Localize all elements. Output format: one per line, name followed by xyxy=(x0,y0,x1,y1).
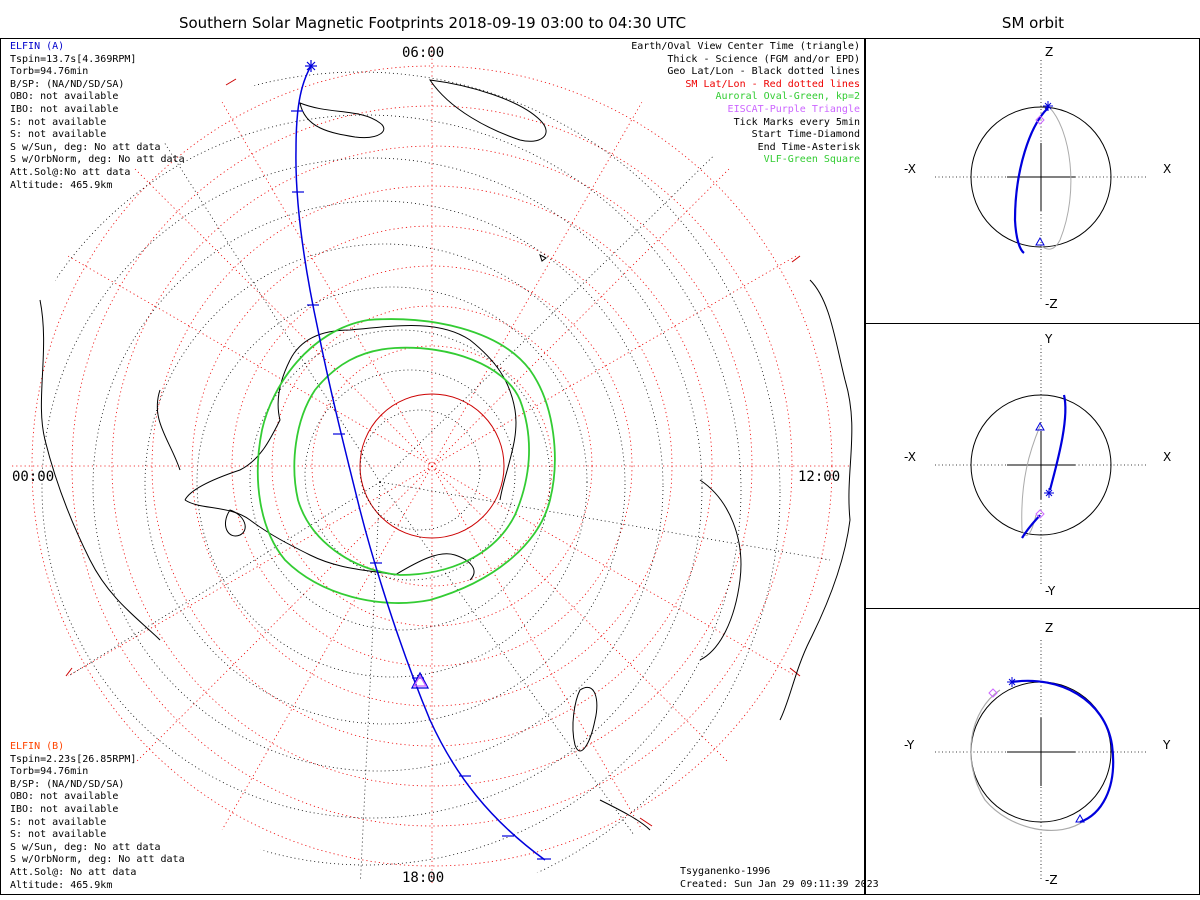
elfin-b-line: Altitude: 465.9km xyxy=(10,879,113,891)
created-timestamp: Created: Sun Jan 29 09:11:39 2023 xyxy=(680,878,879,890)
sm-tick-marks xyxy=(65,78,801,827)
elfin-a-line: Torb=94.76min xyxy=(10,66,89,78)
legend-item: Tick Marks every 5min xyxy=(733,116,860,128)
legend-item: Start Time-Diamond xyxy=(751,129,860,141)
legend-item: Earth/Oval View Center Time (triangle) xyxy=(631,41,860,52)
panel-1-top-label: Z xyxy=(1045,45,1054,59)
sm-grid xyxy=(12,46,852,886)
hour-label-00: 00:00 xyxy=(12,469,55,485)
coastlines xyxy=(39,79,853,831)
elfin-a-line: B/SP: (NA/ND/SD/SA) xyxy=(10,78,125,90)
elfin-a-tick-marks xyxy=(291,110,514,837)
elfin-b-line: IBO: not available xyxy=(10,803,119,815)
elfin-a-line: S: not available xyxy=(10,129,107,141)
panel-2-bottom-label: -Y xyxy=(1045,584,1056,598)
legend-item: Geo Lat/Lon - Black dotted lines xyxy=(667,66,860,78)
elfin-b-line: Torb=94.76min xyxy=(10,766,89,778)
panel-3-top-label: Z xyxy=(1045,621,1054,635)
panel-2-top-label: Y xyxy=(1045,332,1053,346)
panel-2-right-label: X xyxy=(1163,450,1172,464)
legend: Earth/Oval View Center Time (triangle) T… xyxy=(631,41,860,167)
legend-item: Thick - Science (FGM and/or EPD) xyxy=(667,53,860,65)
elfin-a-line: S w/Sun, deg: No att data xyxy=(10,141,161,153)
elfin-b-line: OBO: not available xyxy=(10,791,119,803)
orbit-title: SM orbit xyxy=(1001,14,1065,32)
model-name: Tsyganenko-1996 xyxy=(680,866,771,877)
legend-item: Auroral Oval-Green, kp=2 xyxy=(715,91,861,103)
orbit-panel-1 xyxy=(935,60,1147,300)
legend-item: SM Lat/Lon - Red dotted lines xyxy=(685,78,860,90)
elfin-a-info: ELFIN (A) Tspin=13.7s[4.369RPM] Torb=94.… xyxy=(10,41,185,192)
auroral-oval-inner xyxy=(293,346,530,576)
elfin-a-line: Altitude: 465.9km xyxy=(10,179,113,191)
elfin-a-name: ELFIN (A) xyxy=(10,41,65,52)
elfin-a-line: S w/OrbNorm, deg: No att data xyxy=(10,154,185,166)
elfin-b-line: Att.Sol@: No att data xyxy=(10,866,137,878)
auroral-oval-outer xyxy=(256,318,556,604)
elfin-b-line: B/SP: (NA/ND/SD/SA) xyxy=(10,778,125,790)
legend-item: End Time-Asterisk xyxy=(757,141,860,153)
map-frame xyxy=(0,38,865,895)
panel-3-right-label: Y xyxy=(1163,738,1171,752)
elfin-b-line: S: not available xyxy=(10,829,107,841)
figure-title: Southern Solar Magnetic Footprints 2018-… xyxy=(178,14,687,32)
hour-label-06: 06:00 xyxy=(402,45,445,61)
elfin-a-end-asterisk xyxy=(305,60,317,72)
orbit-panel-2 xyxy=(935,345,1147,585)
elfin-a-line: S: not available xyxy=(10,116,107,128)
panel-3-left-label: -Y xyxy=(904,738,915,752)
model-credit: Tsyganenko-1996 Created: Sun Jan 29 09:1… xyxy=(680,866,879,891)
elfin-a-track xyxy=(291,60,551,861)
elfin-b-line: S w/Sun, deg: No att data xyxy=(10,841,161,853)
legend-item: EISCAT-Purple Triangle xyxy=(727,103,860,115)
panel-3-bottom-label: -Z xyxy=(1045,873,1058,887)
elfin-a-line: Tspin=13.7s[4.369RPM] xyxy=(10,53,137,65)
elfin-b-line: Tspin=2.23s[26.85RPM] xyxy=(10,753,137,765)
elfin-b-line: S: not available xyxy=(10,816,107,828)
legend-item: VLF-Green Square xyxy=(763,154,860,166)
hour-label-18: 18:00 xyxy=(402,870,445,886)
elfin-b-info: ELFIN (B) Tspin=2.23s[26.85RPM] Torb=94.… xyxy=(10,741,185,892)
elfin-a-footprint xyxy=(295,65,546,861)
geo-grid xyxy=(12,71,831,886)
hour-label-12: 12:00 xyxy=(798,469,841,485)
elfin-b-line: S w/OrbNorm, deg: No att data xyxy=(10,854,185,866)
panel-1-left-label: -X xyxy=(904,162,916,176)
elfin-a-line: IBO: not available xyxy=(10,103,119,115)
orbit-panel-3 xyxy=(935,640,1147,880)
elfin-a-line: Att.Sol@:No att data xyxy=(10,166,131,178)
panel-1-bottom-label: -Z xyxy=(1045,297,1058,311)
auroral-ovals xyxy=(256,318,556,604)
elfin-b-name: ELFIN (B) xyxy=(10,741,65,752)
view-center-triangle xyxy=(410,671,430,689)
panel-1-right-label: X xyxy=(1163,162,1172,176)
panel-2-left-label: -X xyxy=(904,450,916,464)
elfin-a-line: OBO: not available xyxy=(10,91,119,103)
